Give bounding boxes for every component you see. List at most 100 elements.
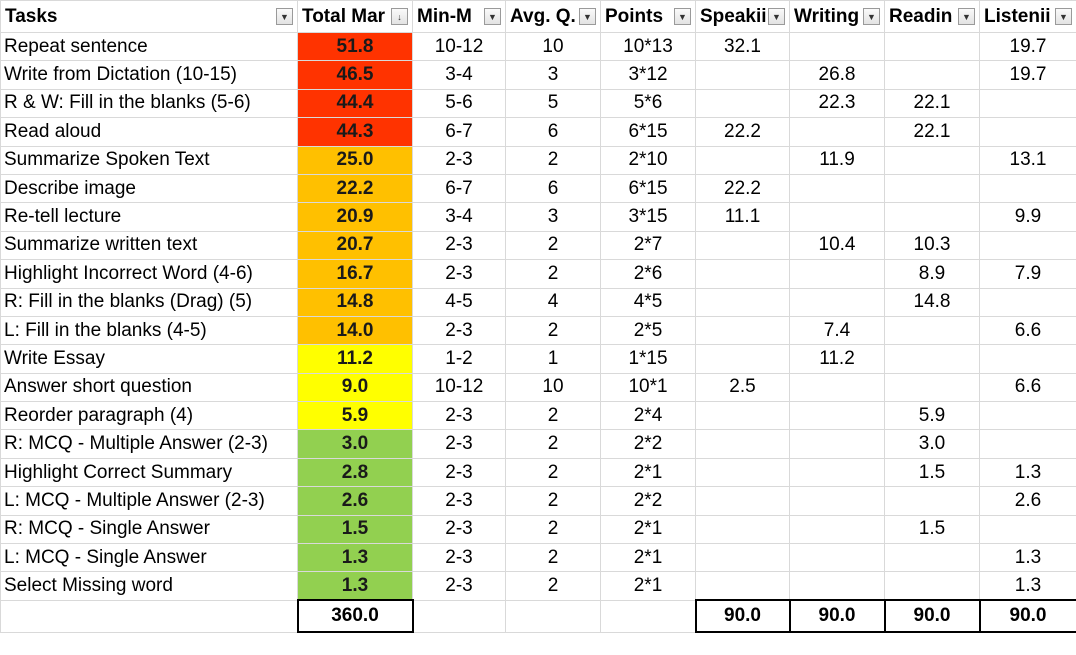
avg-questions-cell[interactable]: 2 (505, 259, 601, 289)
column-header[interactable]: Listenii ▼ (979, 0, 1076, 33)
min-max-cell[interactable]: 2-3 (412, 230, 506, 261)
points-cell[interactable]: 4*5 (600, 287, 696, 317)
writing-cell[interactable] (789, 486, 885, 516)
column-header[interactable]: Tasks ▼ (0, 0, 298, 33)
min-max-cell[interactable]: 3-4 (412, 60, 506, 90)
speaking-cell[interactable] (695, 88, 790, 119)
speaking-cell[interactable] (695, 315, 790, 346)
points-cell[interactable]: 2*7 (600, 230, 696, 261)
filter-dropdown-icon[interactable]: ▼ (484, 8, 501, 25)
filter-dropdown-icon[interactable]: ▼ (958, 8, 975, 25)
writing-cell[interactable]: 11.9 (789, 145, 885, 175)
avg-questions-cell[interactable]: 2 (505, 571, 601, 601)
listening-cell[interactable] (979, 344, 1076, 374)
total-marks-cell[interactable]: 46.5 (297, 60, 413, 90)
min-max-cell[interactable]: 2-3 (412, 401, 506, 431)
task-cell[interactable]: L: MCQ - Multiple Answer (2-3) (0, 486, 298, 516)
avg-questions-cell[interactable]: 10 (505, 31, 601, 62)
speaking-cell[interactable] (695, 259, 790, 289)
reading-cell[interactable] (884, 145, 980, 175)
writing-cell[interactable] (789, 173, 885, 204)
total-marks-cell[interactable]: 1.3 (297, 571, 413, 601)
reading-cell[interactable]: 8.9 (884, 259, 980, 289)
total-marks-cell[interactable]: 44.3 (297, 117, 413, 147)
reading-cell[interactable]: 10.3 (884, 230, 980, 261)
listening-cell[interactable] (979, 429, 1076, 459)
column-header[interactable]: Readin ▼ (884, 0, 980, 33)
task-cell[interactable]: R & W: Fill in the blanks (5-6) (0, 88, 298, 119)
listening-cell[interactable] (979, 287, 1076, 317)
listening-cell[interactable]: 7.9 (979, 259, 1076, 289)
min-max-cell[interactable]: 3-4 (412, 202, 506, 232)
reading-cell[interactable]: 22.1 (884, 117, 980, 147)
total-marks-cell[interactable]: 14.0 (297, 315, 413, 346)
listening-cell[interactable] (979, 514, 1076, 545)
points-cell[interactable]: 2*1 (600, 457, 696, 488)
points-cell[interactable]: 3*15 (600, 202, 696, 232)
writing-cell[interactable] (789, 543, 885, 573)
reading-cell[interactable]: 1.5 (884, 457, 980, 488)
task-cell[interactable]: Highlight Incorrect Word (4-6) (0, 259, 298, 289)
writing-cell[interactable]: 26.8 (789, 60, 885, 90)
writing-cell[interactable]: 22.3 (789, 88, 885, 119)
min-max-cell[interactable]: 5-6 (412, 88, 506, 119)
column-header[interactable]: Avg. Q. ▼ (505, 0, 601, 33)
total-marks-cell[interactable]: 20.7 (297, 230, 413, 261)
points-cell[interactable]: 2*1 (600, 514, 696, 545)
writing-cell[interactable]: 11.2 (789, 344, 885, 374)
totals-empty-cell[interactable] (600, 599, 696, 633)
task-cell[interactable]: R: MCQ - Single Answer (0, 514, 298, 545)
writing-cell[interactable] (789, 372, 885, 403)
listening-cell[interactable]: 19.7 (979, 31, 1076, 62)
min-max-cell[interactable]: 2-3 (412, 571, 506, 601)
task-cell[interactable]: Highlight Correct Summary (0, 457, 298, 488)
total-marks-cell[interactable]: 2.8 (297, 457, 413, 488)
totals-label-cell[interactable] (0, 599, 298, 633)
writing-cell[interactable]: 10.4 (789, 230, 885, 261)
speaking-cell[interactable] (695, 60, 790, 90)
min-max-cell[interactable]: 2-3 (412, 457, 506, 488)
avg-questions-cell[interactable]: 5 (505, 88, 601, 119)
avg-questions-cell[interactable]: 6 (505, 173, 601, 204)
total-marks-sum[interactable]: 360.0 (296, 599, 414, 634)
points-cell[interactable]: 2*2 (600, 429, 696, 459)
points-cell[interactable]: 2*10 (600, 145, 696, 175)
reading-cell[interactable]: 1.5 (884, 514, 980, 545)
filter-dropdown-icon[interactable]: ▼ (1055, 8, 1072, 25)
writing-cell[interactable] (789, 259, 885, 289)
listening-cell[interactable] (979, 117, 1076, 147)
min-max-cell[interactable]: 10-12 (412, 372, 506, 403)
avg-questions-cell[interactable]: 2 (505, 486, 601, 516)
speaking-cell[interactable]: 2.5 (695, 372, 790, 403)
min-max-cell[interactable]: 2-3 (412, 429, 506, 459)
total-marks-cell[interactable]: 44.4 (297, 88, 413, 119)
reading-cell[interactable]: 22.1 (884, 88, 980, 119)
avg-questions-cell[interactable]: 6 (505, 117, 601, 147)
min-max-cell[interactable]: 1-2 (412, 344, 506, 374)
task-cell[interactable]: Select Missing word (0, 571, 298, 601)
task-cell[interactable]: R: Fill in the blanks (Drag) (5) (0, 287, 298, 317)
points-cell[interactable]: 1*15 (600, 344, 696, 374)
reading-cell[interactable] (884, 543, 980, 573)
total-marks-cell[interactable]: 11.2 (297, 344, 413, 374)
reading-cell[interactable]: 5.9 (884, 401, 980, 431)
task-cell[interactable]: Re-tell lecture (0, 202, 298, 232)
listening-cell[interactable]: 1.3 (979, 543, 1076, 573)
reading-cell[interactable] (884, 31, 980, 62)
speaking-cell[interactable] (695, 401, 790, 431)
min-max-cell[interactable]: 2-3 (412, 259, 506, 289)
speaking-cell[interactable]: 22.2 (695, 117, 790, 147)
task-cell[interactable]: Read aloud (0, 117, 298, 147)
reading-cell[interactable] (884, 372, 980, 403)
speaking-cell[interactable] (695, 230, 790, 261)
writing-cell[interactable] (789, 514, 885, 545)
writing-sum[interactable]: 90.0 (788, 599, 886, 634)
writing-cell[interactable] (789, 202, 885, 232)
total-marks-cell[interactable]: 1.5 (297, 514, 413, 545)
points-cell[interactable]: 6*15 (600, 173, 696, 204)
reading-cell[interactable] (884, 173, 980, 204)
totals-empty-cell[interactable] (412, 599, 506, 633)
writing-cell[interactable] (789, 117, 885, 147)
avg-questions-cell[interactable]: 2 (505, 145, 601, 175)
task-cell[interactable]: Repeat sentence (0, 31, 298, 62)
